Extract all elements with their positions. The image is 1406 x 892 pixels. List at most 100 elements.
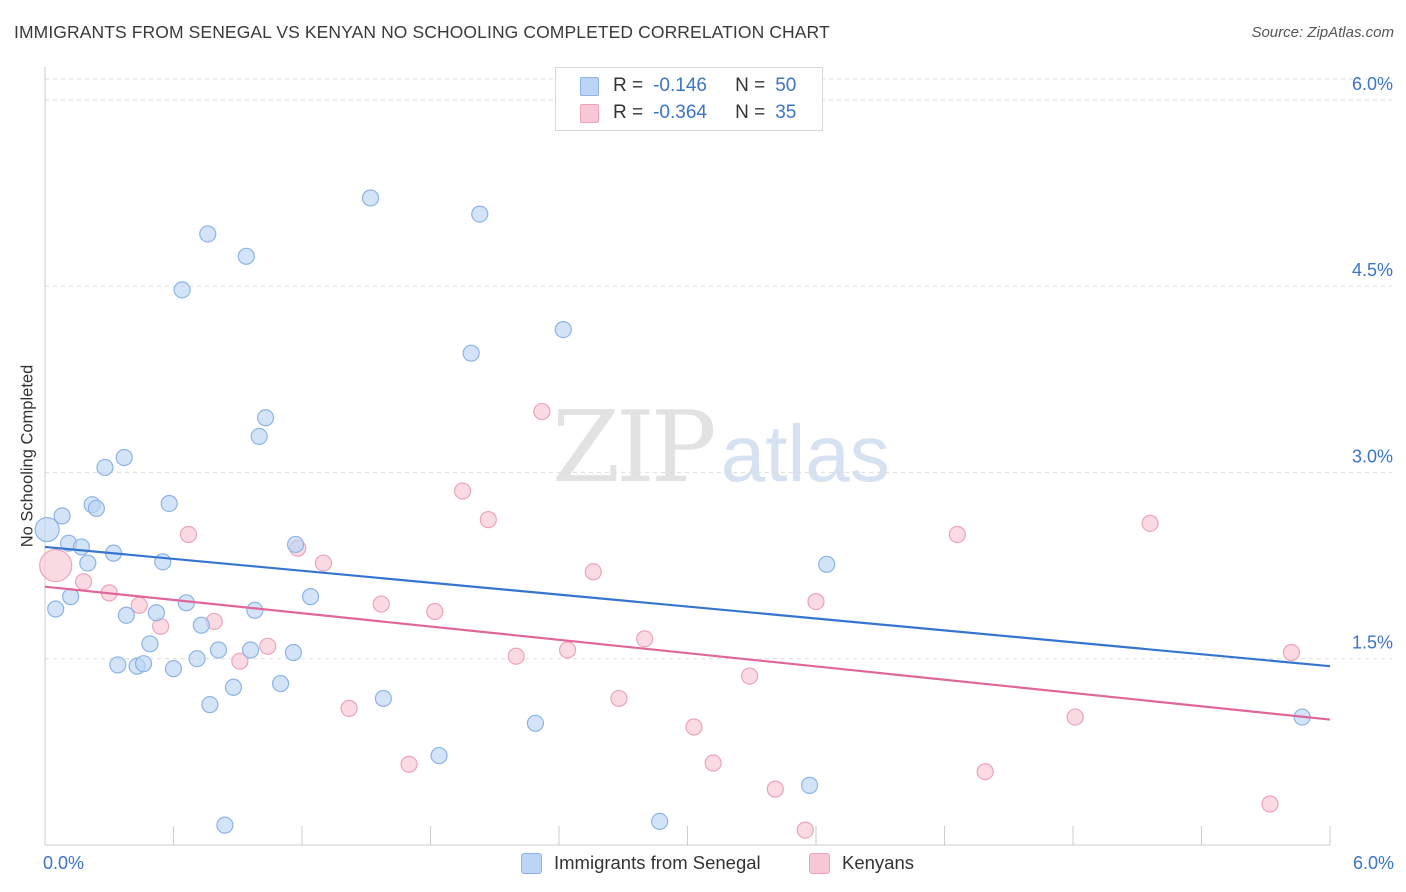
kenyans-point — [636, 630, 654, 648]
kenyans-point — [372, 595, 390, 613]
grid-lines — [45, 78, 1392, 660]
kenyans-point — [741, 667, 759, 685]
senegal-point — [818, 555, 836, 573]
kenyans-point — [766, 780, 784, 798]
senegal-point — [199, 225, 217, 243]
watermark-atlas: atlas — [720, 409, 890, 498]
kenyans-point — [948, 525, 966, 544]
kenyans-point — [1066, 708, 1084, 726]
kenyans-point — [796, 821, 814, 839]
senegal-point — [256, 409, 275, 427]
legend-row-senegal: R = -0.146 N = 50 — [580, 73, 796, 99]
senegal-swatch — [580, 76, 599, 96]
senegal-point — [301, 588, 320, 606]
senegal-legend-label: Immigrants from Senegal — [554, 852, 761, 873]
kenyans-point — [340, 699, 358, 717]
watermark-zip: ZIP — [552, 391, 717, 505]
senegal-point — [47, 600, 65, 618]
kenyans-point — [976, 763, 994, 781]
senegal-point — [188, 650, 206, 668]
legend-item-senegal[interactable]: Immigrants from Senegal — [521, 850, 761, 876]
senegal-point — [117, 606, 135, 624]
senegal-point — [246, 601, 264, 619]
kenyans-legend-label: Kenyans — [842, 852, 914, 873]
kenyans-points — [39, 402, 1301, 839]
senegal-legend-swatch — [521, 852, 542, 874]
kenyans-point — [558, 641, 577, 659]
senegal-point — [201, 696, 219, 714]
senegal-point — [115, 448, 133, 467]
senegal-point — [800, 776, 819, 794]
legend-r-value: -0.146 — [653, 75, 707, 96]
senegal-point — [526, 714, 545, 732]
senegal-point — [271, 674, 290, 693]
kenyans-point — [426, 602, 444, 621]
chart-title: IMMIGRANTS FROM SENEGAL VS KENYAN NO SCH… — [14, 22, 830, 42]
kenyans-point — [507, 647, 525, 665]
senegal-trend-line — [44, 545, 1331, 668]
senegal-point — [160, 494, 178, 513]
senegal-point — [651, 812, 669, 831]
x-tick-label: 0.0% — [43, 853, 84, 873]
kenyans-point — [314, 554, 333, 572]
kenyans-point — [231, 652, 249, 670]
kenyans-point — [1282, 643, 1301, 662]
senegal-point — [286, 535, 305, 554]
senegal-point — [361, 189, 380, 207]
kenyans-point — [1261, 795, 1279, 813]
kenyans-point — [74, 573, 93, 591]
kenyans-point — [259, 637, 277, 655]
senegal-point — [209, 641, 228, 659]
y-tick-label: 4.5% — [1352, 260, 1393, 280]
legend-item-kenyans[interactable]: Kenyans — [809, 850, 914, 876]
kenyans-point — [533, 402, 551, 421]
kenyans-point — [479, 511, 497, 529]
senegal-point — [284, 643, 303, 662]
senegal-point — [224, 678, 243, 696]
legend-n-value: 50 — [775, 75, 797, 96]
y-tick-label: 1.5% — [1352, 633, 1393, 653]
kenyans-point — [704, 754, 722, 772]
kenyans-point — [179, 525, 198, 544]
legend-row-kenyans: R = -0.364 N = 35 — [580, 100, 796, 126]
legend-n-label: N = — [735, 75, 766, 96]
kenyans-legend-swatch — [809, 852, 830, 874]
legend-n-value: 35 — [775, 102, 797, 123]
senegal-point — [96, 458, 114, 477]
legend-r-value: -0.364 — [653, 102, 707, 123]
kenyans-point — [454, 482, 472, 500]
senegal-point — [147, 604, 165, 622]
kenyans-swatch — [580, 103, 599, 123]
watermark: ZIP atlas — [552, 398, 890, 497]
trend-lines — [44, 545, 1331, 721]
senegal-point — [154, 553, 172, 571]
correlation-legend: R = -0.146 N = 50 R = -0.364 N = 35 — [555, 67, 823, 131]
senegal-point — [374, 689, 392, 708]
senegal-point — [72, 538, 91, 556]
kenyans-point — [584, 563, 602, 581]
axes — [44, 67, 1331, 846]
senegal-point — [173, 281, 191, 299]
kenyans-point — [400, 755, 418, 773]
y-tick-label: 3.0% — [1352, 446, 1393, 466]
tick-labels: 1.5% 3.0% 4.5% 6.0% 0.0% 6.0% — [43, 74, 1394, 873]
kenyans-point — [685, 718, 703, 736]
kenyans-trend-line — [44, 585, 1331, 721]
senegal-point — [216, 816, 234, 834]
kenyans-point — [1141, 514, 1159, 532]
senegal-point — [53, 507, 71, 525]
legend-n-label: N = — [735, 102, 766, 123]
senegal-point — [34, 516, 60, 543]
senegal-point — [141, 635, 159, 653]
senegal-point — [237, 247, 255, 265]
senegal-point — [554, 320, 572, 339]
senegal-point — [250, 427, 268, 446]
kenyans-point — [807, 592, 825, 611]
senegal-point — [471, 205, 489, 223]
senegal-points — [34, 189, 1311, 834]
senegal-point — [79, 554, 97, 572]
kenyans-point — [39, 548, 73, 583]
senegal-point — [164, 660, 183, 678]
y-tick-label: 6.0% — [1352, 74, 1393, 94]
